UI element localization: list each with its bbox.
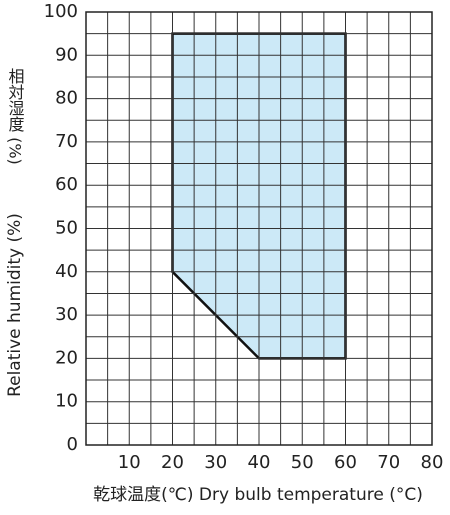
x-tick-label: 50 <box>291 452 314 473</box>
x-tick-label: 70 <box>377 452 400 473</box>
x-tick-label: 30 <box>204 452 227 473</box>
plot-frame <box>85 11 433 446</box>
x-tick-label: 10 <box>118 452 141 473</box>
y-axis-label: Relative humidity (%) <box>5 213 25 397</box>
y-tick-label: 80 <box>55 88 78 109</box>
y-tick-label: 10 <box>55 391 78 412</box>
x-tick-label: 20 <box>161 452 184 473</box>
y-axis-label-jp: 相対湿度 (%) <box>6 68 25 165</box>
y-tick-label: 40 <box>55 261 78 282</box>
x-tick-label: 60 <box>334 452 357 473</box>
y-tick-label: 50 <box>55 218 78 239</box>
y-tick-label: 20 <box>55 347 78 368</box>
x-tick-label: 80 <box>421 452 444 473</box>
y-tick-label: 100 <box>44 1 78 22</box>
x-tick-label: 40 <box>248 452 271 473</box>
y-tick-label: 90 <box>55 44 78 65</box>
y-tick-label: 0 <box>67 434 78 455</box>
y-tick-label: 30 <box>55 304 78 325</box>
y-tick-label: 70 <box>55 131 78 152</box>
x-axis-label: 乾球温度(℃) Dry bulb temperature (°C) <box>93 485 423 505</box>
y-tick-label: 60 <box>55 174 78 195</box>
